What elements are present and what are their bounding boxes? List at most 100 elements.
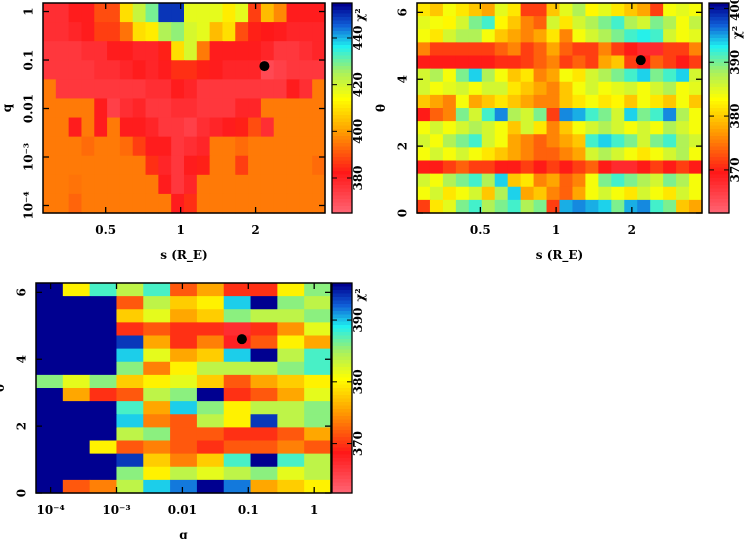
heatmap-cell [559,3,574,17]
heatmap-cell [533,173,548,188]
heatmap-cell [468,147,483,162]
heatmap-cell [94,136,108,157]
heatmap-cell [481,94,496,109]
heatmap-cell [277,427,305,442]
heatmap-cell [663,199,677,214]
heatmap-cell [119,136,134,157]
heatmap-cell [559,186,574,201]
heatmap-cell [455,108,470,122]
heatmap-cell [429,16,444,30]
colorbar-tick-label: 420 [351,72,365,97]
heatmap-cell [286,41,300,61]
heatmap-cell [442,121,457,135]
heatmap-cell [235,41,249,61]
heatmap-cell [481,199,496,214]
heatmap-cell [650,42,664,57]
heatmap-cell [585,199,599,214]
heatmap-cell [89,427,118,442]
colorbar-segment [332,335,352,340]
heatmap-cell [68,136,83,157]
heatmap-cell [442,16,457,30]
heatmap-cell [494,42,509,57]
y-tick-label: 6 [15,288,29,296]
heatmap-cell [132,22,147,42]
heatmap-cell [43,41,57,61]
heatmap-cell [184,117,198,138]
colorbar-segment [332,339,352,344]
heatmap-cell [611,3,625,17]
heatmap-cell [62,401,91,415]
heatmap-cell [611,81,625,96]
heatmap-cell [260,41,275,61]
heatmap-cell [62,374,91,389]
heatmap-cell [196,414,225,428]
heatmap-cell [94,41,108,61]
heatmap-cell [624,81,638,96]
heatmap-cell [507,199,522,214]
heatmap-cell [171,155,185,176]
heatmap-cell [196,466,225,481]
heatmap-cell [585,81,599,96]
heatmap-cell [250,348,278,363]
heatmap-cell [572,121,587,135]
heatmap-cell [663,94,677,109]
x-axis-label: s (R_E) [160,248,207,263]
heatmap-cell [94,60,108,80]
colorbar-segment [332,370,352,375]
heatmap-cell [94,117,108,138]
heatmap-cell [143,388,171,402]
colorbar-segment [332,332,352,337]
heatmap-cell [196,440,225,455]
heatmap-cell [417,16,431,30]
heatmap-cell [273,174,288,195]
panel-2: 0.5 1 2 0 2 4 6 s (R_E) θ 370 380 390 400 χ² [374,0,744,263]
colorbar-tick-label: 390 [728,50,742,75]
heatmap-cell [250,309,278,323]
heatmap-cell [250,322,278,337]
heatmap-cell [559,16,574,30]
colorbar-segment [332,171,352,176]
heatmap-cell [235,174,249,195]
y-axis-label: θ [374,104,388,112]
heatmap-cell [94,79,108,100]
heatmap-cell [304,388,332,402]
heatmap-cell [585,42,599,57]
colorbar-segment [332,314,352,319]
heatmap-cell [68,3,83,23]
colorbar-segment [332,104,352,109]
colorbar-segment [332,174,352,179]
colorbar-segment [332,468,352,473]
heatmap-cell [442,160,457,175]
heatmap-cell [507,3,522,17]
heatmap-cell [132,41,147,61]
heatmap-cell [507,108,522,122]
heatmap-cell [116,335,144,350]
heatmap-cell [559,134,574,148]
heatmap-cell [171,22,185,42]
colorbar-segment [709,80,729,85]
heatmap-cell [546,3,561,17]
heatmap-cell [304,348,332,363]
colorbar-tick-label: 400 [728,0,742,21]
colorbar-segment [332,139,352,144]
heatmap-cell [119,117,134,138]
heatmap-cell [143,479,171,494]
heatmap-cell [546,94,561,109]
heatmap-cell [209,60,224,80]
colorbar-segment [709,192,729,197]
heatmap-cell [676,186,690,201]
heatmap-cell [637,108,651,122]
heatmap-cell [119,22,134,42]
heatmap-cell [676,81,690,96]
colorbar-segment [332,283,352,288]
heatmap-cell [235,22,249,42]
heatmap-cell [171,193,185,214]
colorbar-segment [332,433,352,438]
colorbar-segment [332,87,352,92]
heatmap-cell [250,453,278,468]
heatmap-cell [55,3,70,23]
colorbar-segment [332,447,352,452]
colorbar-segment [332,472,352,477]
heatmap-cell [170,361,198,376]
heatmap-cell [248,174,262,195]
